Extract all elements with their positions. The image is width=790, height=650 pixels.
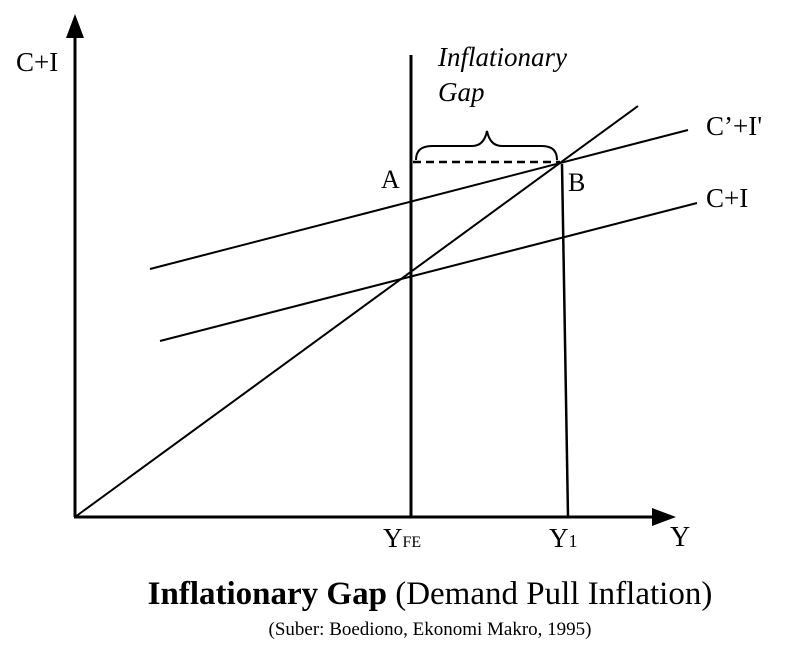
x-axis-arrowhead xyxy=(652,508,676,526)
forty-five-degree-line xyxy=(74,105,639,518)
x-axis-label: Y xyxy=(670,522,690,553)
curve-c-prime-i-prime xyxy=(149,129,689,270)
y-axis-arrowhead xyxy=(66,14,84,38)
caption-title: Inflationary Gap (Demand Pull Inflation) xyxy=(0,574,790,614)
y-axis-label: C+I xyxy=(16,47,58,77)
caption-title-rest: (Demand Pull Inflation) xyxy=(386,576,713,612)
point-b-label: B xyxy=(568,168,585,197)
yfe-label-subscript: FE xyxy=(403,534,422,551)
gap-label-line2: Gap xyxy=(438,77,485,107)
yfe-label: YFE xyxy=(383,523,421,553)
gap-label-line1: Inflationary xyxy=(437,42,567,72)
caption-title-bold: Inflationary Gap xyxy=(147,576,387,612)
yfe-label-main: Y xyxy=(383,523,403,553)
gap-brace xyxy=(415,130,558,161)
caption-source: (Suber: Boediono, Ekonomi Makro, 1995) xyxy=(268,619,592,640)
y1-label-subscript: 1 xyxy=(569,531,578,551)
y1-label-main: Y xyxy=(549,523,569,553)
curve-c-i xyxy=(159,202,698,342)
curve-lower-label: C+I xyxy=(706,183,748,213)
y1-vertical-line xyxy=(560,163,570,518)
curve-upper-label: C’+I' xyxy=(706,111,762,141)
y1-label: Y1 xyxy=(549,523,578,553)
point-a-label: A xyxy=(381,165,400,194)
